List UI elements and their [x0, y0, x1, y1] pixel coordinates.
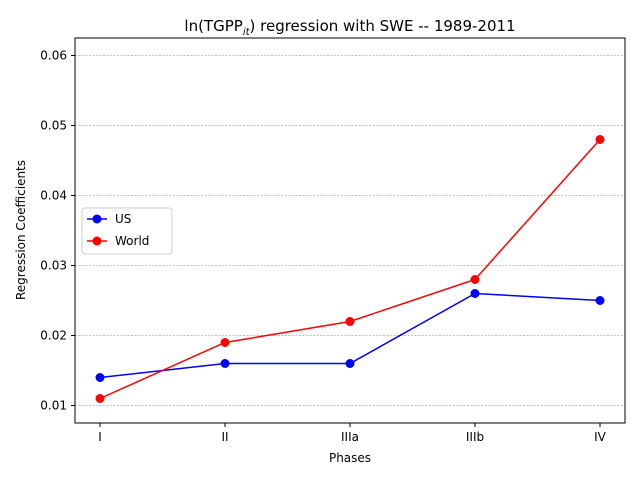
data-point-world [95, 394, 105, 403]
legend-marker-world [92, 236, 102, 246]
y-axis-ticks: 0.01 0.02 0.03 0.04 0.05 0.06 [40, 49, 75, 413]
chart-title: ln(TGPPit) regression with SWE -- 1989-2… [184, 17, 515, 38]
y-tick-label: 0.02 [40, 329, 67, 343]
data-point-us [95, 373, 105, 382]
x-axis-label: Phases [329, 451, 371, 465]
data-point-world [220, 338, 230, 347]
data-point-world [470, 275, 480, 284]
legend-label-us: US [115, 212, 131, 226]
x-tick-label: IIIa [341, 430, 359, 444]
chart-title-subscript: it [243, 27, 251, 38]
y-tick-label: 0.03 [40, 259, 67, 273]
grid-lines [75, 55, 625, 406]
series-lines [95, 135, 605, 403]
y-tick-label: 0.05 [40, 119, 67, 133]
x-tick-label: IIIb [466, 430, 484, 444]
y-axis-label: Regression Coefficients [14, 160, 28, 300]
data-point-us [220, 359, 230, 368]
x-axis-ticks: I II IIIa IIIb IV [98, 423, 607, 444]
data-point-us [595, 296, 605, 305]
legend: US World [81, 207, 173, 255]
data-point-world [345, 317, 355, 326]
y-tick-label: 0.01 [40, 399, 67, 413]
y-tick-label: 0.04 [40, 189, 67, 203]
x-tick-label: IV [594, 430, 607, 444]
legend-label-world: World [115, 234, 149, 248]
data-point-us [345, 359, 355, 368]
x-tick-label: II [221, 430, 228, 444]
legend-marker-us [92, 214, 102, 224]
y-tick-label: 0.06 [40, 49, 67, 63]
data-point-us [470, 289, 480, 298]
data-point-world [595, 135, 605, 144]
x-tick-label: I [98, 430, 102, 444]
